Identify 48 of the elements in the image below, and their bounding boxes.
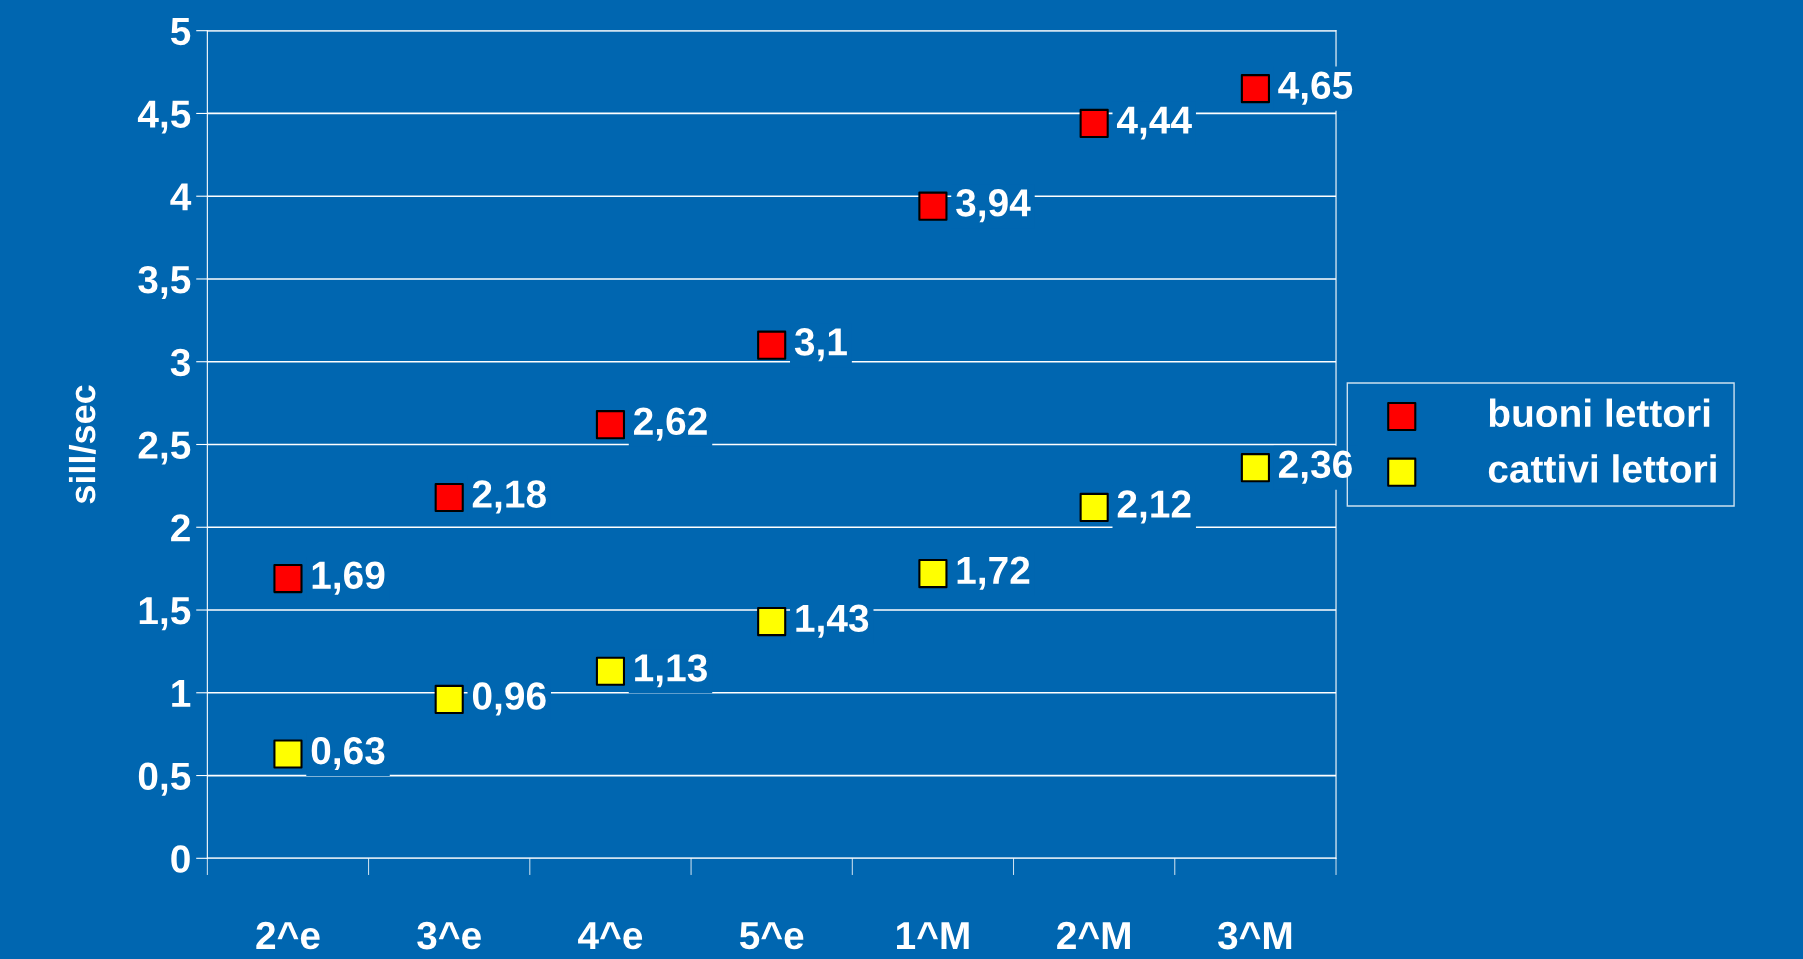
point [1240, 74, 1270, 104]
point [757, 607, 787, 637]
legend-label: buoni lettori [1489, 398, 1710, 428]
y-tick-label: 3,5 [138, 265, 191, 300]
y-tick-label: 4 [170, 183, 192, 211]
data-label: 0,63 [311, 736, 385, 771]
data-label: 1,43 [796, 604, 869, 638]
point [1079, 492, 1109, 522]
data-label: 0,96 [472, 682, 546, 716]
x-tick-label: 1^M [897, 922, 969, 949]
point [918, 559, 948, 589]
y-tick-label: 3 [170, 348, 190, 377]
data-label: 1,72 [957, 556, 1030, 590]
x-tick-label: 2^M [1057, 921, 1130, 949]
data-label: 4,44 [1116, 106, 1192, 140]
data-label: 4,65 [1278, 71, 1353, 105]
x-tick-label: 4^e [578, 922, 643, 950]
data-label: 2,18 [472, 480, 546, 514]
y-axis-title: sill/sec [68, 385, 96, 504]
data-label: 3,94 [956, 189, 1031, 223]
y-tick-label: 2,5 [138, 431, 191, 465]
point [434, 684, 464, 714]
point [273, 563, 303, 594]
legend-label: cattivi lettori [1488, 454, 1716, 483]
y-tick-label: 2 [171, 514, 190, 542]
y-tick-label: 1 [172, 680, 191, 707]
data-label: 3,1 [794, 328, 847, 362]
data-label: 2,12 [1117, 490, 1191, 524]
x-tick-label: 3^M [1217, 921, 1292, 950]
point [595, 656, 626, 686]
data-label: 1,13 [635, 654, 707, 688]
point [273, 739, 303, 769]
point [1240, 453, 1270, 483]
point [757, 330, 787, 360]
y-tick-label: 1,5 [139, 597, 191, 631]
point [1079, 108, 1109, 138]
y-tick-label: 0 [171, 845, 190, 873]
y-tick-label: 5 [170, 18, 191, 46]
y-tick-label: 0,5 [138, 762, 191, 796]
data-label: 1,69 [312, 561, 385, 595]
point [595, 410, 626, 440]
point [434, 482, 464, 513]
data-label: 2,62 [634, 407, 707, 441]
x-tick-label: 5^e [739, 922, 804, 950]
point [918, 191, 948, 221]
x-tick-label: 3^e [417, 921, 481, 950]
y-tick-label: 4,5 [137, 100, 191, 134]
x-tick-label: 2^e [256, 921, 320, 950]
